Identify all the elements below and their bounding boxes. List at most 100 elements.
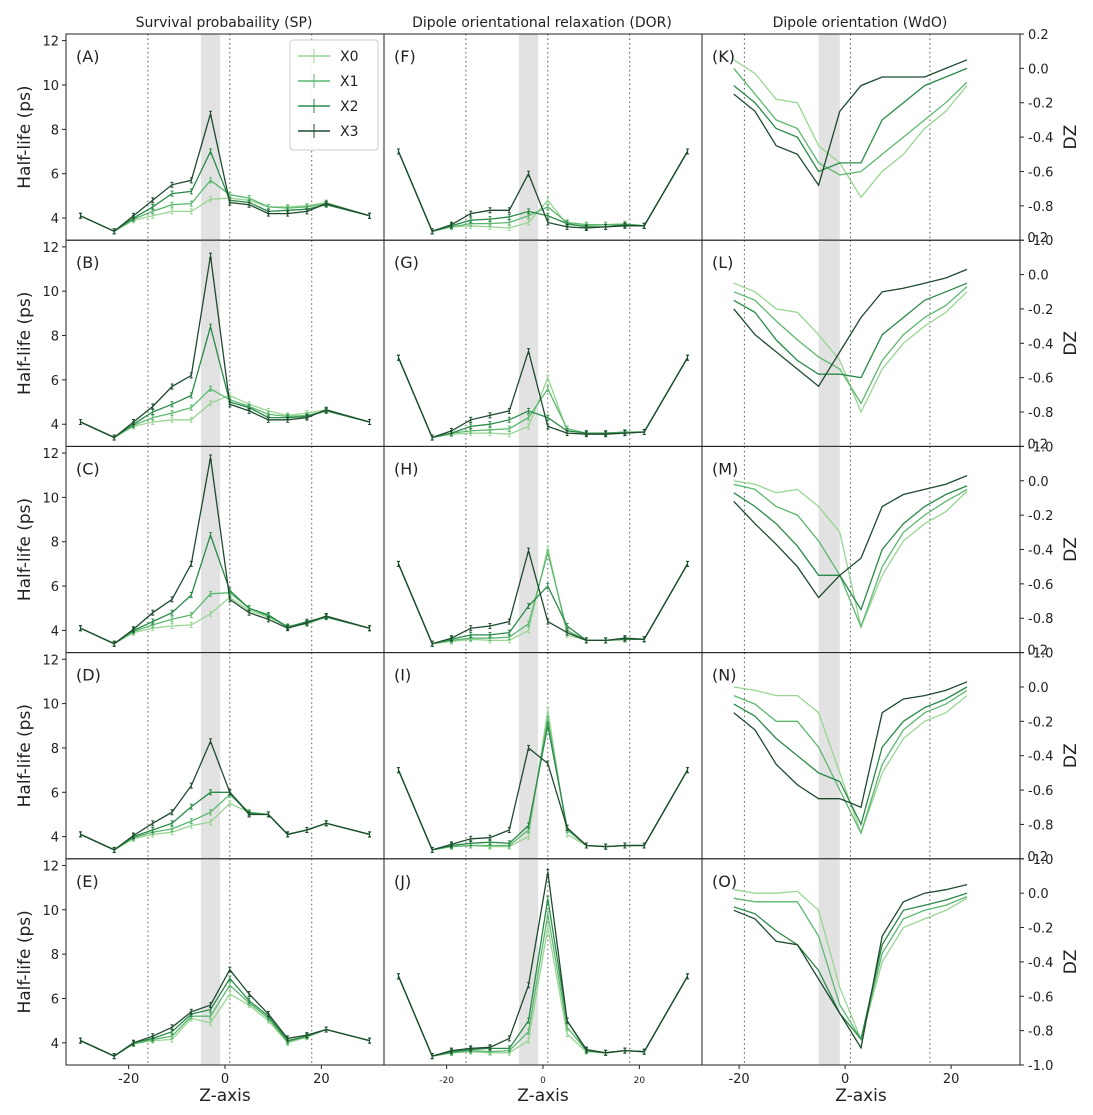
y-tick-label: 4 xyxy=(51,418,59,433)
column-title-wdo: Dipole orientation (WdO) xyxy=(773,15,948,31)
legend: X0 X1 X2 X3 xyxy=(289,39,379,151)
right-axis-label: DZ xyxy=(1061,125,1081,150)
panel-tag: (H) xyxy=(394,459,419,478)
shaded-region xyxy=(818,240,840,447)
x-tick-label: -20 xyxy=(728,1072,749,1087)
column-titles: Survival probabaility (SP) Dipole orient… xyxy=(136,15,948,31)
y-tick-label: -0.6 xyxy=(1028,372,1053,387)
panel-frame xyxy=(65,445,385,654)
y-tick-label: 8 xyxy=(51,742,59,757)
panel-dor-0: (F) xyxy=(383,33,703,241)
series-line-x3 xyxy=(397,871,689,1057)
x-tick-label: 0 xyxy=(841,1072,849,1087)
series-line-x2 xyxy=(733,485,968,612)
y-tick-label: -1.0 xyxy=(1028,1059,1053,1074)
y-tick-label: -0.6 xyxy=(1028,990,1053,1005)
left-y-ticks: 4 6 8 10 12 Half-life (ps) xyxy=(15,653,66,846)
shaded-region xyxy=(818,34,840,241)
series-line-x3 xyxy=(733,474,968,599)
shaded-region xyxy=(200,858,221,1065)
x-tick-label: 20 xyxy=(943,1072,960,1087)
y-tick-label: 0.0 xyxy=(1028,269,1049,284)
shaded-region xyxy=(200,34,221,241)
y-axis-label: Half-life (ps) xyxy=(15,704,35,807)
panel-tag: (B) xyxy=(76,253,99,272)
y-tick-label: 12 xyxy=(42,447,59,462)
x-tick-label: -20 xyxy=(439,1076,454,1086)
series-line-x1 xyxy=(397,151,689,233)
right-y-ticks: 0.2 0.0 -0.2 -0.4 -0.6 -0.8 -1.0 DZ xyxy=(1020,28,1081,249)
right-axis-label: DZ xyxy=(1061,331,1081,356)
panel-frame xyxy=(701,445,1021,654)
y-tick-label: 10 xyxy=(42,904,59,919)
legend-label: X3 xyxy=(340,124,359,140)
y-tick-label: 8 xyxy=(51,123,59,138)
right-axis-label: DZ xyxy=(1061,950,1081,975)
series-line-x3 xyxy=(80,113,370,233)
series-line-x2 xyxy=(397,898,689,1057)
legend-label: X2 xyxy=(340,99,359,115)
x-tick-label: -20 xyxy=(118,1072,139,1087)
shaded-region xyxy=(818,446,840,653)
right-y-ticks: 0.0-0.2-0.4-0.6-0.8-1.00.2DZ xyxy=(1020,850,1081,1074)
left-y-ticks: 4 6 8 10 12 Half-life (ps) xyxy=(15,35,66,227)
y-tick-label: -1.0 xyxy=(1028,647,1053,662)
x-axis-label: Z-axis xyxy=(835,1086,887,1106)
left-y-ticks: 4 6 8 10 12 Half-life (ps) xyxy=(15,241,66,433)
x-tick-label: 20 xyxy=(313,1072,330,1087)
y-tick-label: 0.2 xyxy=(1027,644,1048,659)
left-y-ticks: 4 6 8 10 12 Half-life (ps) xyxy=(15,447,66,639)
y-tick-label: -0.2 xyxy=(1028,922,1053,937)
series-line-x2 xyxy=(80,977,370,1057)
series-line-x0 xyxy=(733,282,968,414)
panel-tag: (F) xyxy=(394,47,416,66)
shaded-region xyxy=(818,652,840,859)
panel-sp-4: (E) xyxy=(65,858,385,1066)
shaded-region xyxy=(818,858,840,1065)
series-line-x2 xyxy=(80,324,370,439)
x-axis-label: Z-axis xyxy=(517,1086,569,1106)
y-tick-label: 6 xyxy=(51,374,59,389)
panel-frame xyxy=(701,33,1021,241)
y-tick-label: -0.4 xyxy=(1028,544,1053,559)
panel-tag: (J) xyxy=(394,872,411,891)
y-tick-label: 10 xyxy=(42,79,59,94)
series-line-x1 xyxy=(733,689,968,835)
panel-tag: (O) xyxy=(712,872,737,891)
y-tick-label: -1.0 xyxy=(1028,853,1053,868)
panel-dor-4: (J) xyxy=(383,858,703,1066)
panel-wdo-3: (N) xyxy=(701,652,1021,860)
y-tick-label: 0.0 xyxy=(1028,475,1049,490)
y-tick-label: 12 xyxy=(42,653,59,668)
panel-frame xyxy=(65,239,385,447)
y-tick-label: 6 xyxy=(51,168,59,183)
panel-tag: (K) xyxy=(712,47,735,66)
series-line-x3 xyxy=(80,255,370,439)
series-line-x0 xyxy=(397,357,689,439)
series-line-x0 xyxy=(397,548,689,645)
panel-sp-1: (B) xyxy=(65,239,385,447)
series-line-x0 xyxy=(80,197,370,233)
panel-tag: (A) xyxy=(76,47,99,66)
series-line-x1 xyxy=(80,592,370,645)
right-y-ticks: 0.0-0.2-0.4-0.6-0.8-1.00.2DZ xyxy=(1020,231,1081,455)
panel-grid: (A) (F) (K) 4 6 8 10 12 Half-life (ps) 0.2 0.0 -0.2… xyxy=(15,28,1081,1074)
series-line-x1 xyxy=(733,483,968,629)
series-line-x0 xyxy=(80,394,370,439)
right-axis-label: DZ xyxy=(1061,743,1081,768)
series-line-x1 xyxy=(733,67,968,176)
y-tick-label: -0.6 xyxy=(1028,165,1053,180)
panel-tag: (C) xyxy=(76,459,100,478)
y-tick-label: -0.2 xyxy=(1028,715,1053,730)
legend-label: X1 xyxy=(340,74,359,90)
series-line-x0 xyxy=(733,480,968,629)
series-line-x0 xyxy=(733,889,968,1042)
y-tick-label: -0.6 xyxy=(1028,784,1053,799)
panel-tag: (G) xyxy=(394,253,419,272)
panel-sp-3: (D) xyxy=(65,652,385,860)
panel-wdo-4: (O) xyxy=(701,858,1021,1066)
series-line-x2 xyxy=(397,563,689,645)
y-axis-label: Half-life (ps) xyxy=(15,85,35,188)
y-tick-label: 10 xyxy=(42,698,59,713)
series-line-x3 xyxy=(733,883,968,1050)
